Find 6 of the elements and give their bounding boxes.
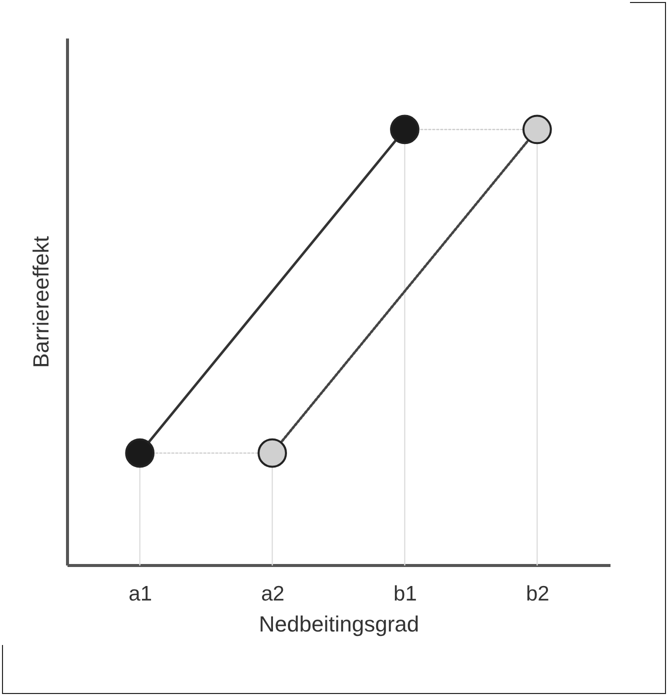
x-tick-label: a1 (128, 582, 152, 606)
x-tick-label: b2 (526, 582, 550, 606)
y-axis-title: Barriereeffekt (28, 236, 54, 368)
x-axis-title: Nedbeitingsgrad (258, 612, 420, 636)
x-tick-label: a2 (261, 582, 284, 606)
x-tick-label: b1 (394, 582, 417, 606)
